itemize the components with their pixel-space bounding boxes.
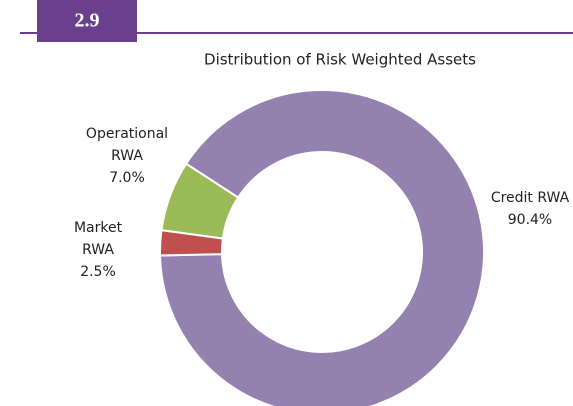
figure-badge — [37, 0, 137, 42]
value-label: 2.5% — [80, 264, 116, 280]
figure-number: 2.9 — [75, 10, 100, 32]
category-label: Market RWA — [74, 220, 123, 258]
donut-slice — [160, 162, 240, 240]
chart-title: Distribution of Risk Weighted Assets — [204, 51, 476, 69]
value-label: 7.0% — [109, 170, 145, 186]
donut-slice — [159, 89, 485, 406]
category-label: Credit RWA — [491, 190, 570, 206]
value-label: 90.4% — [508, 212, 552, 228]
category-label: Operational RWA — [86, 126, 168, 164]
